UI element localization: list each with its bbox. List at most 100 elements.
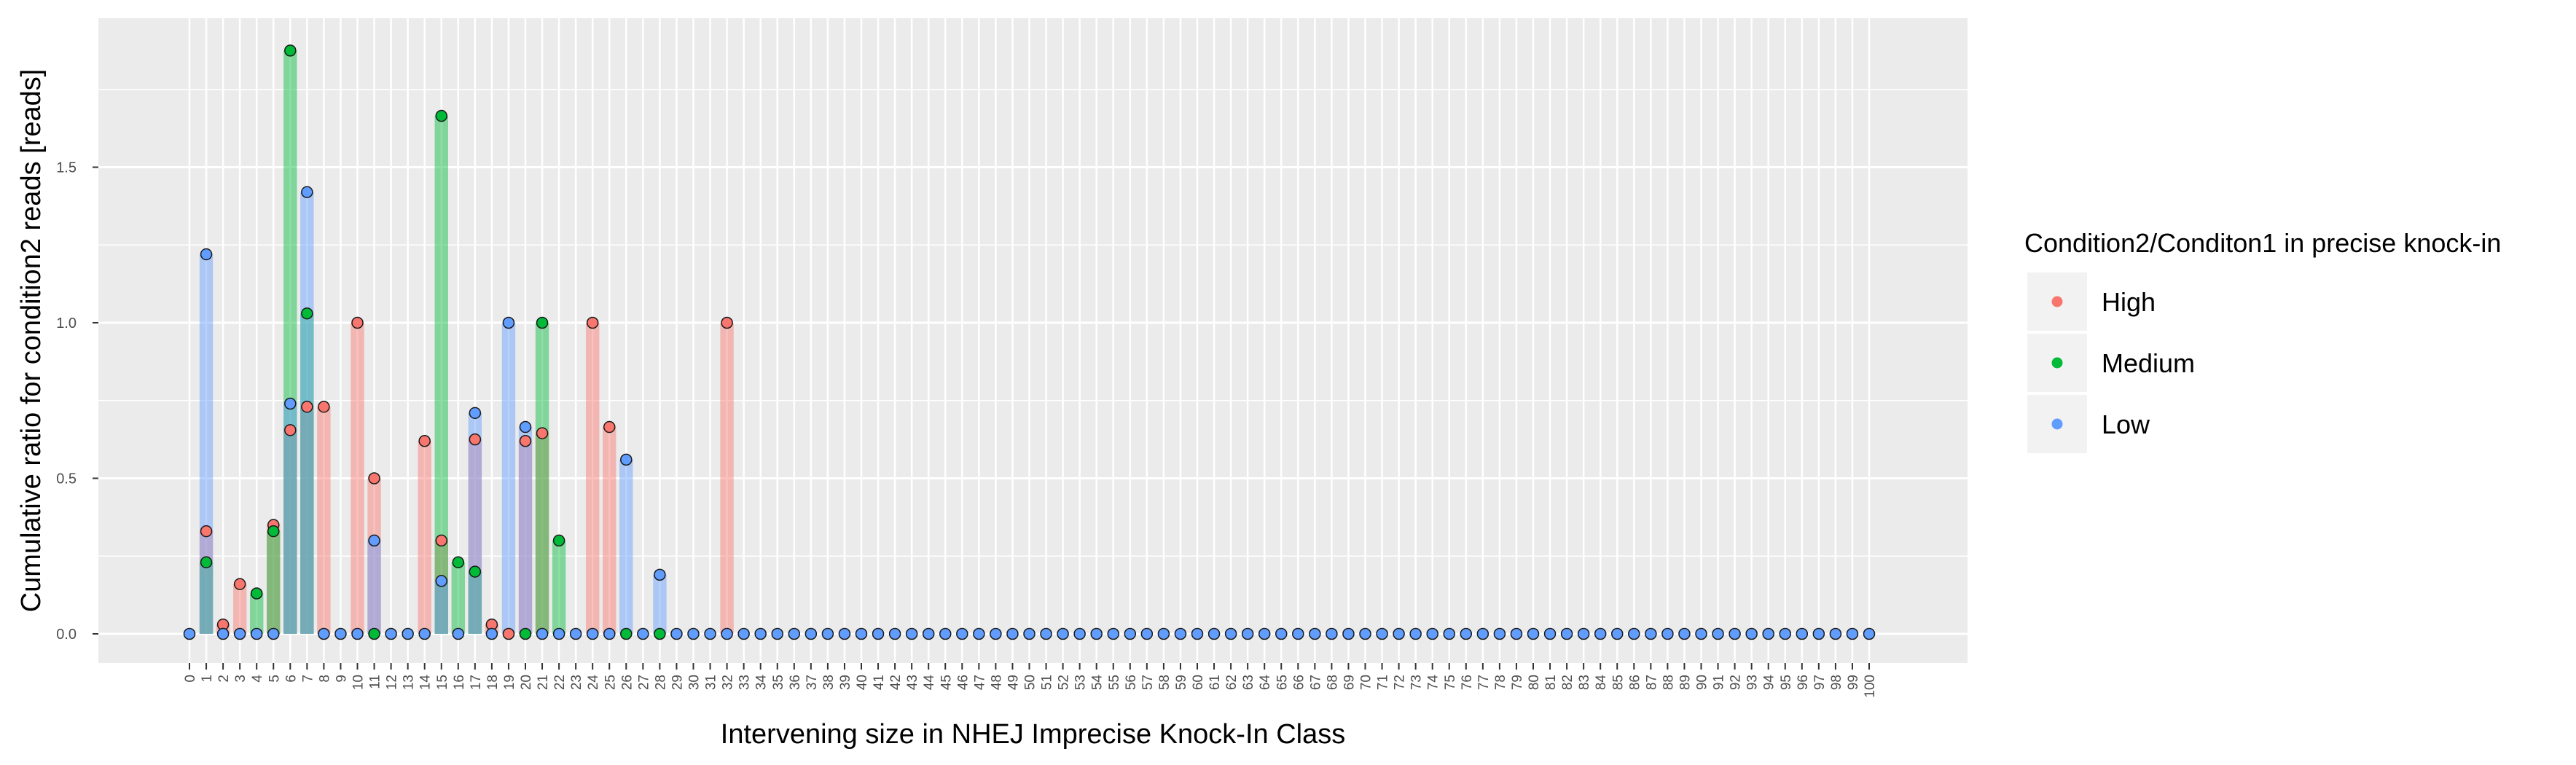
x-tick-label: 89: [1677, 675, 1693, 690]
point-low: [519, 420, 532, 434]
point-low: [200, 248, 213, 261]
x-tick-label: 80: [1527, 675, 1542, 690]
x-tick-label: 69: [1342, 675, 1357, 690]
point-low: [536, 627, 549, 640]
x-tick-label: 100: [1863, 675, 1878, 698]
point-low: [216, 627, 230, 640]
y-axis: 0.0 0.5 1.0 1.5: [56, 160, 98, 643]
x-tick-label: 99: [1846, 675, 1861, 690]
legend-key-dot: [2051, 357, 2063, 369]
point-high: [721, 316, 733, 329]
x-tick-label: 38: [821, 675, 837, 690]
point-medium: [536, 316, 549, 329]
x-tick-label: 36: [788, 675, 803, 690]
bar-low: [501, 323, 516, 634]
x-tick-label: 1: [200, 675, 215, 683]
point-low: [1745, 627, 1758, 640]
point-medium: [452, 556, 465, 569]
bar-medium: [552, 540, 566, 634]
x-tick-label: 92: [1729, 675, 1744, 690]
x-tick-label: 47: [972, 675, 987, 690]
bar-high: [317, 407, 331, 634]
point-high: [502, 627, 515, 640]
x-tick-label: 88: [1661, 675, 1676, 690]
x-tick-label: 16: [452, 675, 467, 690]
point-low: [1628, 627, 1640, 640]
point-medium: [368, 627, 380, 640]
bar-low: [619, 459, 633, 634]
x-tick-label: 9: [334, 675, 349, 683]
bar-high: [585, 323, 600, 634]
bar-high: [367, 478, 381, 634]
point-low: [1476, 627, 1489, 640]
legend-key-dot: [2051, 418, 2063, 430]
point-medium: [552, 534, 565, 547]
point-low: [620, 453, 633, 466]
bar-low: [653, 574, 667, 634]
x-tick-label: 87: [1644, 675, 1659, 690]
x-tick-label: 53: [1073, 675, 1089, 690]
point-low: [385, 627, 397, 640]
x-tick-label: 30: [687, 675, 702, 690]
point-low: [1779, 627, 1791, 640]
x-axis-title: Intervening size in NHEJ Imprecise Knock…: [721, 719, 1345, 750]
x-tick-label: 77: [1476, 675, 1492, 690]
point-high: [284, 424, 297, 436]
bar-low: [518, 427, 533, 634]
point-low: [1224, 627, 1237, 640]
point-high: [435, 534, 447, 547]
point-low: [1712, 627, 1724, 640]
bar-medium: [199, 562, 214, 634]
bar-high: [199, 531, 214, 634]
x-tick-label: 26: [619, 675, 635, 690]
x-tick-label: 68: [1325, 675, 1340, 690]
x-tick-label: 55: [1107, 675, 1122, 690]
point-low: [905, 627, 918, 640]
point-low: [603, 627, 616, 640]
point-low: [267, 627, 280, 640]
point-high: [200, 525, 213, 538]
point-low: [1762, 627, 1774, 640]
point-low: [754, 627, 767, 640]
point-low: [1863, 627, 1876, 640]
point-low: [402, 627, 414, 640]
point-low: [1678, 627, 1691, 640]
point-low: [737, 627, 750, 640]
point-low: [1326, 627, 1338, 640]
bar-high: [720, 323, 734, 634]
x-axis: 0 1 2 3 4 5 6 7 8 9 10 11 12 13 14 15 16 17 18 19 20 21 22 23 24…: [183, 663, 1878, 698]
point-low: [788, 627, 801, 640]
x-tick-label: 13: [402, 675, 417, 690]
point-high: [318, 401, 330, 413]
point-low: [922, 627, 935, 640]
point-medium: [435, 109, 447, 122]
point-low: [821, 627, 834, 640]
bar-medium: [535, 323, 549, 634]
x-tick-label: 28: [653, 675, 668, 690]
bar-low: [283, 404, 297, 634]
bar-high: [232, 584, 247, 634]
x-tick-label: 52: [1057, 675, 1072, 690]
point-high: [301, 401, 313, 413]
point-low: [284, 397, 297, 410]
legend-title: Condition2/Conditon1 in precise knock-in: [2024, 228, 2501, 258]
point-low: [670, 627, 683, 640]
bar-high: [535, 433, 549, 634]
x-tick-label: 56: [1124, 675, 1139, 690]
x-tick-label: 5: [267, 675, 282, 683]
point-low: [586, 627, 599, 640]
point-high: [368, 472, 380, 484]
x-tick-label: 41: [872, 675, 887, 690]
point-medium: [267, 525, 280, 538]
x-tick-label: 37: [804, 675, 820, 690]
point-medium: [284, 44, 297, 57]
point-medium: [469, 565, 482, 578]
x-tick-label: 25: [603, 675, 618, 690]
point-low: [1796, 627, 1809, 640]
point-low: [1577, 627, 1590, 640]
bar-high: [434, 540, 448, 634]
point-high: [469, 433, 482, 446]
x-tick-label: 94: [1762, 675, 1777, 691]
x-tick-label: 14: [418, 675, 434, 691]
point-low: [435, 575, 447, 587]
